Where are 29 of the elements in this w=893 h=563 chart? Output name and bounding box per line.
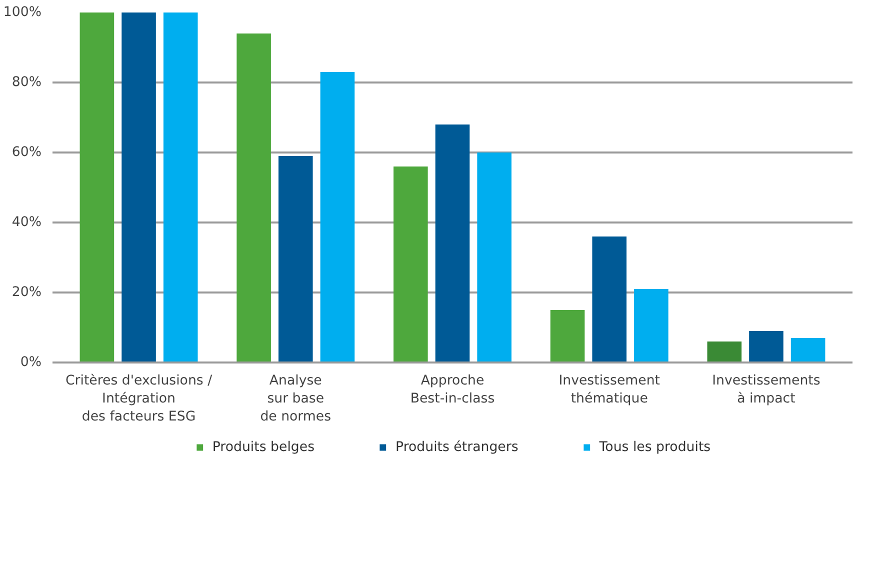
y-tick-label: 60%	[12, 145, 42, 160]
legend-label: Produits étrangers	[396, 440, 518, 454]
y-tick-label: 40%	[12, 215, 42, 230]
bar	[634, 289, 668, 362]
y-tick-label: 80%	[12, 75, 42, 90]
bar	[550, 310, 585, 362]
bar	[278, 156, 313, 362]
bar	[122, 12, 156, 362]
bar	[790, 338, 826, 362]
x-tick-label: Approche Best-in-class	[410, 374, 495, 406]
bar	[320, 72, 355, 362]
bar	[394, 166, 428, 362]
legend-label: Tous les produits	[599, 440, 711, 454]
x-tick-label: Critères d'exclusions / Intégration des facteurs ESG	[65, 374, 213, 424]
y-tick-label: 0%	[20, 355, 42, 370]
x-tick-label: Investissement thématique	[558, 374, 660, 406]
x-tick-label: Investissements à impact	[712, 374, 820, 406]
bar	[707, 342, 742, 362]
bar	[163, 12, 198, 362]
legend-label: Produits belges	[212, 440, 315, 454]
y-tick-label: 20%	[12, 285, 42, 300]
bar	[749, 331, 784, 362]
bar	[236, 34, 271, 362]
bar	[435, 124, 470, 362]
bar	[80, 12, 114, 362]
bar	[477, 152, 512, 362]
bar	[592, 236, 627, 362]
x-tick-label: Analyse sur base de normes	[260, 374, 332, 424]
y-tick-label: 100%	[3, 5, 42, 20]
